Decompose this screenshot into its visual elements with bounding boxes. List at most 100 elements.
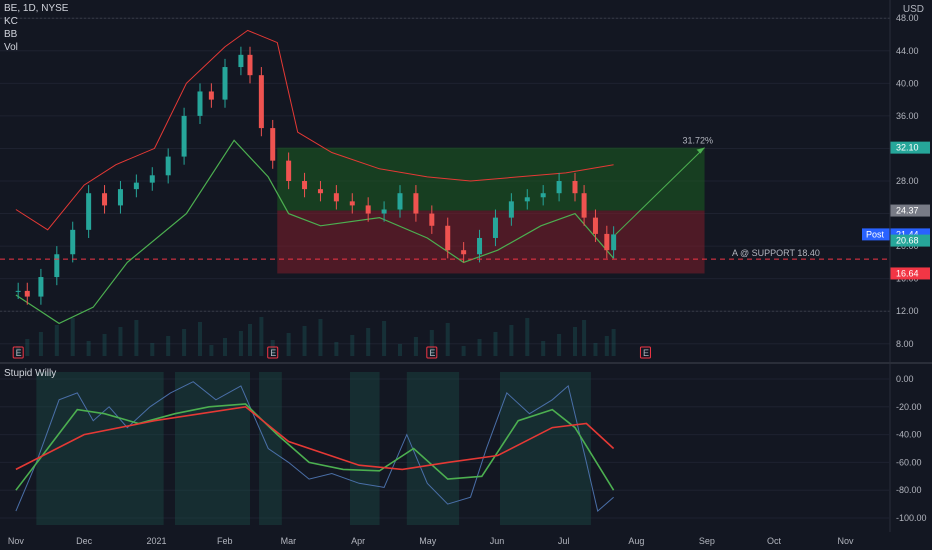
candle-body [197,91,203,116]
volume-bar [509,325,514,356]
osc-shade [406,372,460,525]
osc-series-line [15,403,615,491]
osc-axis-label: -100.00 [896,513,927,523]
volume-bar [593,343,598,356]
upper-band-line [15,29,614,231]
support-label: A @ SUPPORT 18.40 [732,248,820,258]
volume-bar [573,327,577,356]
candle-body [524,197,530,202]
earnings-label: E [16,348,22,358]
volume-bar [182,329,187,356]
price-tag-label: 24.37 [896,206,919,216]
candle-body [604,233,610,251]
volume-bar [461,346,466,356]
volume-bar [582,320,587,356]
candle-body [149,175,155,183]
volume-bar [350,335,355,356]
price-axis-label: 36.00 [896,111,919,121]
price-tag-prefix: Post [866,229,885,239]
candle-body [556,181,562,194]
volume-bar [150,343,155,356]
earnings-marker [267,346,279,359]
volume-bar [166,336,171,356]
price-axis-label: 8.00 [896,339,914,349]
candle-body [397,193,403,210]
volume-bar [54,325,59,356]
candle-body [133,182,139,190]
candle-body [381,209,387,214]
earnings-marker [426,346,438,359]
x-axis-label: Mar [281,536,297,546]
candle-body [70,229,76,255]
price-tag-label: 16.64 [896,268,919,278]
earnings-label: E [429,348,435,358]
candle-body [54,254,60,278]
candle-body [15,290,21,292]
x-axis-label: Dec [76,536,93,546]
osc-shade [350,372,380,525]
candle-body [238,54,244,68]
volume-bar [70,318,75,356]
volume-bar [223,338,227,356]
volume-bar [86,341,91,356]
indicator-kc-label[interactable]: KC [4,16,18,27]
volume-bar [445,323,450,356]
indicator-bb-label[interactable]: BB [4,29,18,40]
x-axis-label: May [419,536,437,546]
volume-bar [429,330,434,356]
earnings-label: E [270,348,276,358]
osc-series-line [15,381,614,513]
oscillator-title[interactable]: Stupid Willy [4,368,57,379]
volume-bar [134,320,139,356]
price-tag-label: 21.44 [896,229,919,239]
target-arrow [615,147,705,235]
candle-body [461,250,467,255]
volume-bar [198,322,202,356]
candle-body [581,193,587,218]
volume-bar [118,327,123,356]
candle-body [349,201,355,206]
volume-bar [557,334,562,356]
volume-bar [302,326,307,356]
price-tag-box [890,141,930,154]
x-axis-label: Nov [837,536,854,546]
x-axis-label: Sep [699,536,715,546]
volume-bar [102,334,107,356]
volume-bar [209,345,214,356]
x-axis-label: Nov [8,536,25,546]
volume-bar [248,324,252,356]
osc-axis-label: -60.00 [896,457,922,467]
candle-body [540,193,546,198]
candle-body [181,115,187,157]
osc-shade [259,372,282,525]
price-tag-label: 32.10 [896,143,919,153]
x-axis-label: Apr [351,536,365,546]
volume-bar [541,341,546,356]
price-tag-label: 20.68 [896,236,919,246]
stop-zone [277,210,705,274]
indicator-vol-label[interactable]: Vol [4,42,18,53]
price-axis-label: 40.00 [896,78,919,88]
candle-body [258,75,264,129]
volume-bar [259,317,264,356]
price-tag-prefix-box [862,228,890,241]
price-tag-box [890,234,930,247]
volume-bar [16,346,21,356]
target-label: 31.72% [683,136,714,146]
volume-bar [525,318,530,356]
candle-body [24,290,30,297]
candle-body [38,277,44,297]
candle-body [270,128,276,161]
x-axis-label: Aug [628,536,644,546]
price-axis-label: 28.00 [896,176,919,186]
osc-axis-label: -80.00 [896,485,922,495]
volume-bar [318,319,323,356]
volume-bar [38,332,43,356]
volume-bar [25,339,30,356]
volume-bar [270,340,275,356]
candle-body [302,181,308,190]
x-axis-label: Jul [558,536,570,546]
price-axis-label: 48.00 [896,13,919,23]
volume-bar [238,331,243,356]
